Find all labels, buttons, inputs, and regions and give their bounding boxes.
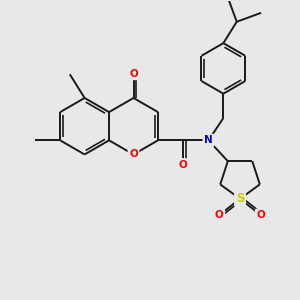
Text: O: O: [256, 210, 265, 220]
Text: S: S: [236, 192, 244, 205]
Text: O: O: [215, 210, 224, 220]
Text: O: O: [129, 149, 138, 160]
Text: O: O: [179, 160, 188, 170]
Text: N: N: [204, 135, 213, 145]
Text: O: O: [129, 69, 138, 79]
